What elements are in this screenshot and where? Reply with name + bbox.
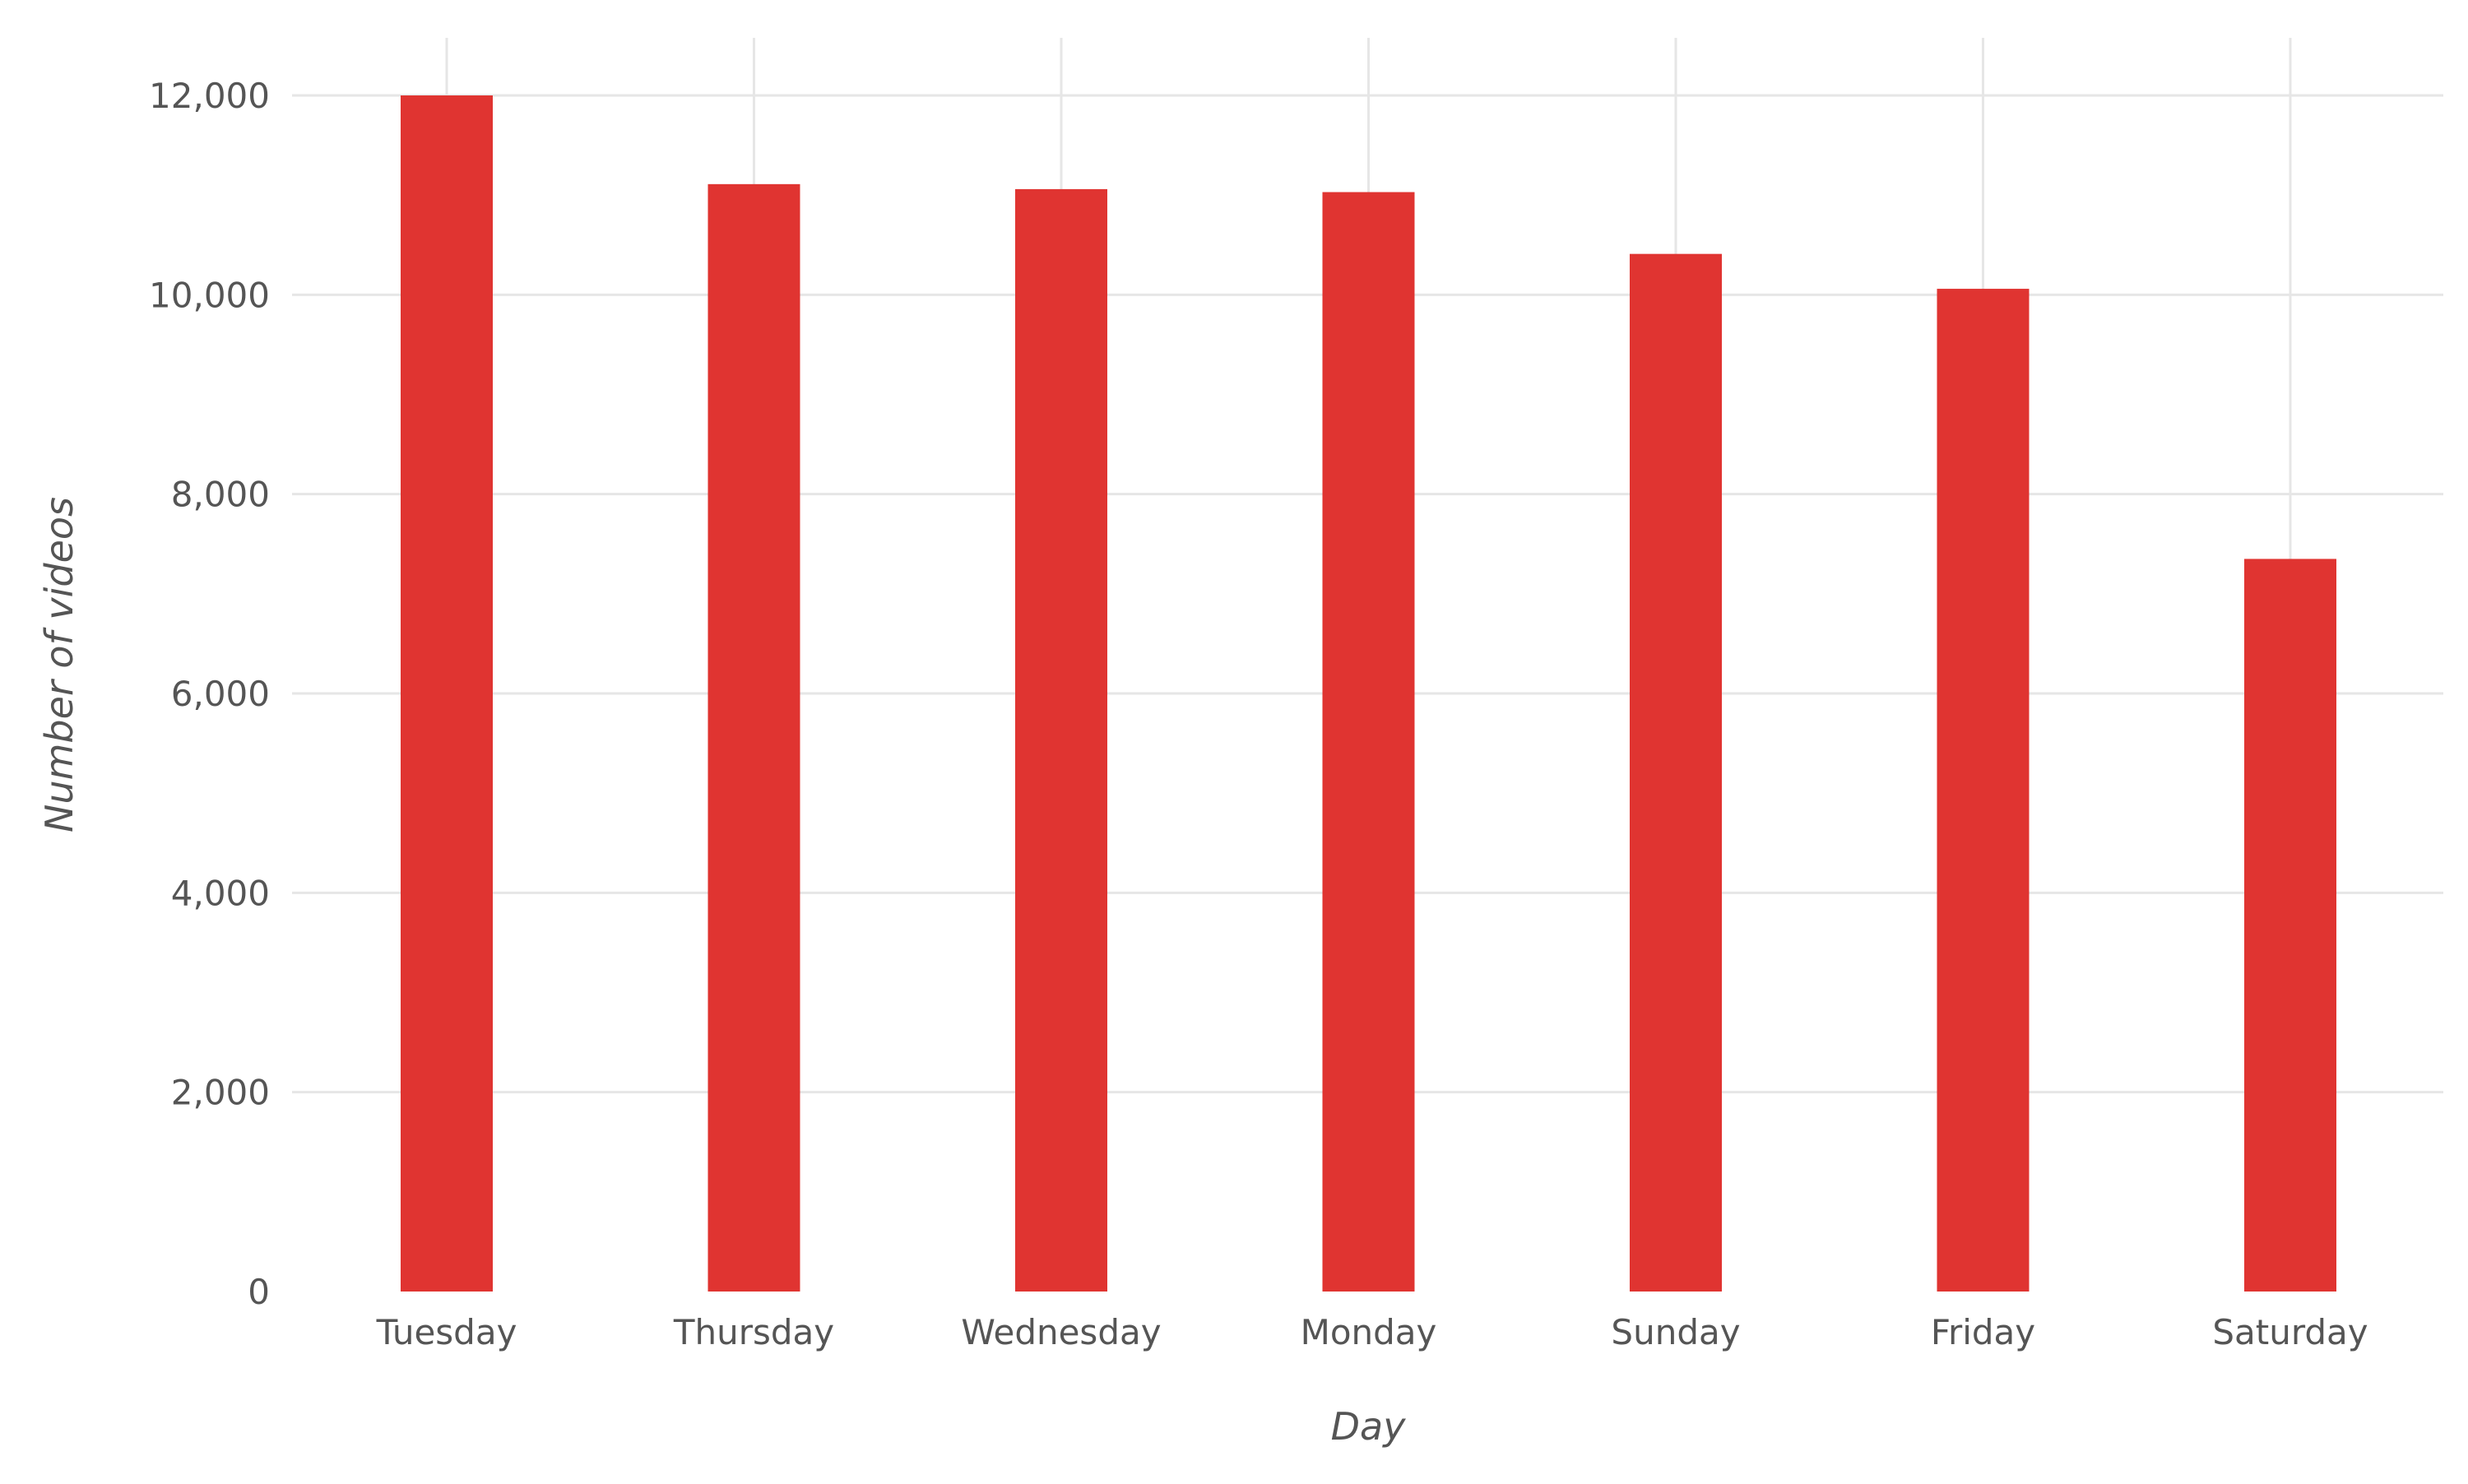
x-axis-title: Day — [1331, 1404, 1407, 1449]
y-tick-label: 10,000 — [149, 275, 270, 315]
bars — [401, 95, 2336, 1292]
bar-wednesday — [1015, 188, 1107, 1292]
x-tick-label: Tuesday — [376, 1312, 517, 1352]
bar-friday — [1937, 289, 2030, 1292]
x-tick-label: Thursday — [673, 1312, 834, 1352]
x-tick-label: Wednesday — [961, 1312, 1161, 1352]
x-tick-label: Saturday — [2212, 1312, 2368, 1352]
bar-saturday — [2244, 559, 2336, 1292]
x-tick-label: Monday — [1301, 1312, 1437, 1352]
x-tick-label: Friday — [1931, 1312, 2035, 1352]
y-tick-label: 6,000 — [171, 674, 270, 714]
y-axis-ticks: 0 2,000 4,000 6,000 8,000 10,000 12,000 — [149, 76, 270, 1312]
bar-tuesday — [401, 95, 493, 1292]
x-tick-label: Sunday — [1611, 1312, 1740, 1352]
y-tick-label: 8,000 — [171, 475, 270, 515]
y-tick-label: 4,000 — [171, 873, 270, 913]
y-tick-label: 2,000 — [171, 1073, 270, 1113]
y-tick-label: 0 — [248, 1272, 270, 1312]
y-tick-label: 12,000 — [149, 76, 270, 116]
x-axis-ticks: Tuesday Thursday Wednesday Monday Sunday Frid… — [376, 1312, 2368, 1352]
bar-sunday — [1630, 253, 1722, 1292]
y-axis-title: Number of videos — [37, 497, 81, 832]
bar-monday — [1322, 192, 1415, 1292]
bar-thursday — [707, 183, 800, 1292]
